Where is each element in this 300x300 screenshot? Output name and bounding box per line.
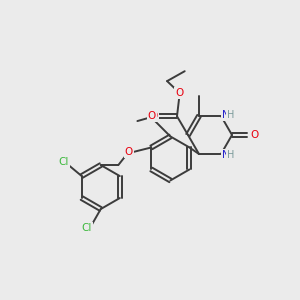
Text: O: O (250, 130, 259, 140)
Text: O: O (175, 88, 183, 98)
Text: N: N (222, 110, 230, 120)
Text: N: N (222, 150, 230, 160)
Text: H: H (227, 110, 235, 120)
Text: O: O (124, 147, 133, 157)
Text: O: O (148, 111, 156, 121)
Text: Cl: Cl (58, 157, 69, 167)
Text: Cl: Cl (82, 224, 92, 233)
Text: O: O (149, 111, 158, 121)
Text: H: H (227, 150, 235, 160)
